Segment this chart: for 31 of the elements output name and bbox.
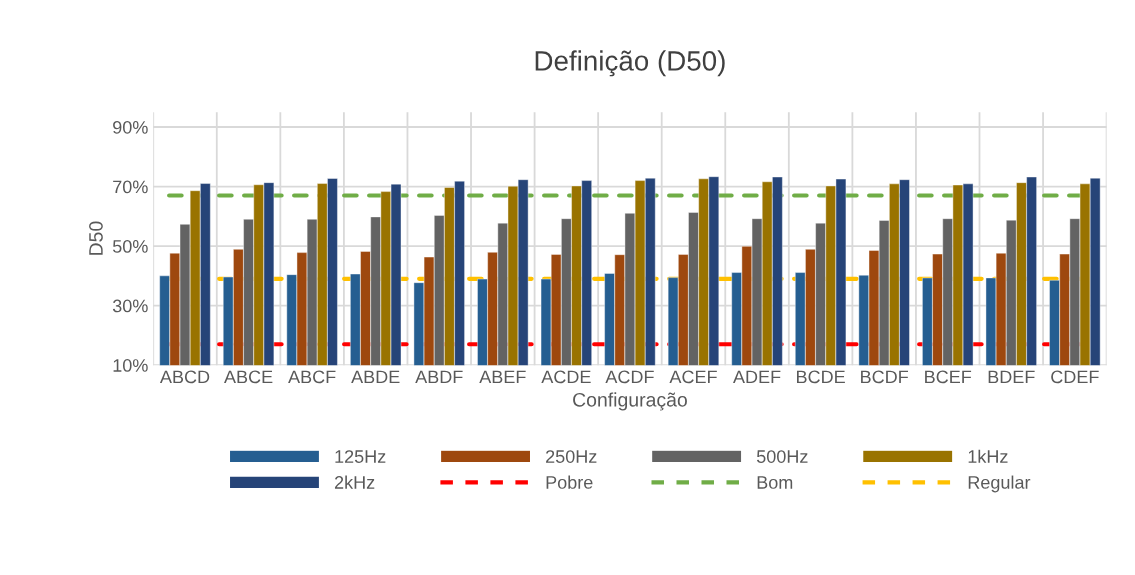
legend-label: 250Hz bbox=[546, 450, 597, 463]
legend-label: 2kHz bbox=[334, 475, 375, 489]
legend-label: Regular bbox=[968, 475, 1031, 493]
x-tick-label: ACDF bbox=[605, 370, 654, 384]
legend-label: 1kHz bbox=[968, 449, 1008, 463]
y-tick-label: 70% bbox=[113, 180, 148, 194]
x-tick-label: ABEF bbox=[479, 370, 526, 384]
x-tick-label: ABDE bbox=[351, 370, 400, 384]
x-tick-label: BCDE bbox=[797, 370, 845, 384]
x-tick-label: ACDE bbox=[541, 370, 591, 384]
y-tick-label: 50% bbox=[112, 240, 148, 253]
x-tick-label: ABDF bbox=[415, 370, 463, 384]
chart-title: Definição (D50) bbox=[535, 50, 725, 77]
legend-label: 500Hz bbox=[756, 450, 808, 463]
y-tick-label: 90% bbox=[113, 120, 148, 134]
x-tick-label: ADEF bbox=[733, 370, 781, 384]
legend-label: Bom bbox=[757, 476, 793, 489]
x-tick-label: ABCD bbox=[159, 370, 210, 384]
y-tick-label: 10% bbox=[113, 359, 148, 372]
x-tick-label: CDEF bbox=[1051, 370, 1099, 384]
x-tick-label: BDEF bbox=[988, 370, 1035, 384]
legend-label: 125Hz bbox=[335, 450, 386, 463]
x-axis-title: Configuração bbox=[573, 392, 687, 411]
x-tick-label: BCEF bbox=[925, 370, 972, 384]
x-tick-label: BCDF bbox=[861, 370, 909, 384]
y-axis-title: D50 bbox=[89, 221, 103, 255]
x-tick-label: ABCF bbox=[288, 370, 336, 384]
y-tick-label: 30% bbox=[112, 299, 148, 313]
legend-label: Pobre bbox=[546, 475, 593, 489]
x-tick-label: ABCE bbox=[224, 370, 273, 384]
x-tick-label: ACEF bbox=[669, 370, 717, 384]
